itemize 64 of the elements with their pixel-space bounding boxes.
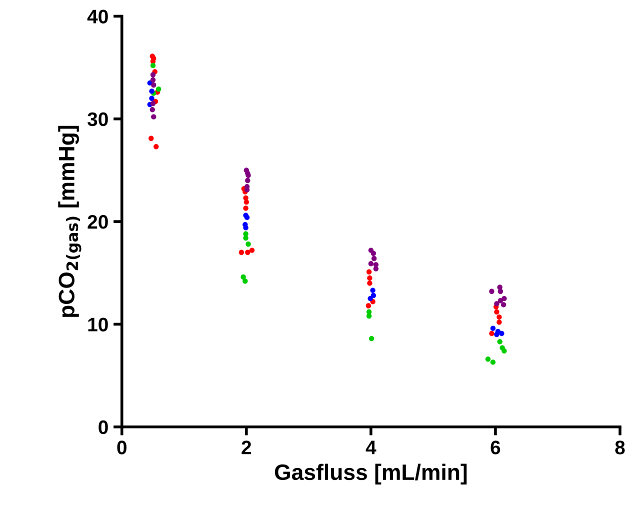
point — [370, 288, 376, 293]
y-tick-label: 40 — [87, 10, 108, 24]
point — [373, 266, 379, 272]
point — [245, 250, 250, 255]
point — [367, 280, 372, 286]
point — [150, 77, 156, 82]
point — [367, 275, 372, 281]
point — [366, 303, 372, 308]
point — [244, 199, 250, 205]
point — [150, 100, 156, 106]
point — [371, 256, 377, 262]
point — [489, 330, 494, 336]
point — [500, 302, 506, 308]
point — [499, 330, 504, 336]
x-tick-label: 4 — [366, 440, 376, 454]
point — [366, 313, 372, 319]
point — [243, 225, 248, 230]
point — [149, 96, 154, 101]
point — [151, 82, 156, 88]
point — [244, 214, 250, 220]
point — [496, 320, 502, 325]
point — [245, 178, 250, 184]
point — [502, 348, 507, 354]
point — [496, 314, 502, 320]
point — [494, 332, 500, 338]
point — [246, 242, 251, 247]
point — [249, 248, 255, 253]
point — [494, 301, 500, 306]
point — [497, 339, 502, 344]
point — [156, 86, 162, 92]
point — [243, 206, 248, 211]
point — [366, 269, 372, 274]
point — [368, 261, 374, 266]
point — [494, 309, 500, 315]
point — [238, 250, 244, 255]
point — [485, 356, 491, 362]
y-tick-label: 0 — [98, 420, 108, 434]
y-tick-label: 30 — [88, 112, 108, 126]
y-tick-label: 10 — [88, 318, 108, 332]
point — [368, 296, 373, 302]
x-tick-label: 6 — [490, 440, 500, 454]
point — [151, 114, 156, 120]
point — [368, 336, 374, 342]
point — [243, 235, 248, 241]
point — [490, 360, 496, 365]
point — [242, 278, 248, 284]
point — [154, 144, 159, 150]
point — [240, 274, 246, 280]
y-tick-label: 20 — [88, 215, 108, 229]
point — [490, 326, 496, 331]
point — [498, 288, 504, 294]
x-tick-label: 8 — [615, 440, 625, 454]
point — [150, 72, 156, 78]
y-axis-title: pCO$_{2(gas)}$ [mmHg] — [58, 126, 82, 317]
point — [150, 62, 156, 68]
point — [148, 136, 154, 141]
point — [370, 292, 376, 298]
point — [489, 288, 494, 294]
x-tick-label: 2 — [242, 440, 252, 454]
x-axis-title: Gasfluss [mL/min] — [274, 464, 467, 484]
point — [370, 250, 376, 256]
x-tick-label: 0 — [117, 440, 126, 454]
point — [498, 298, 504, 304]
point — [150, 107, 155, 112]
